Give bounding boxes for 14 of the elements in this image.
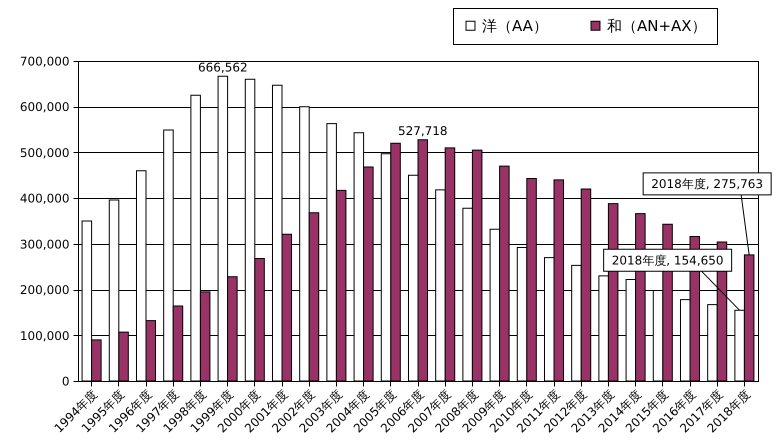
annotation: 2018年度, 154,650: [612, 253, 724, 268]
y-tick-label: 0: [62, 374, 70, 388]
y-tick-label: 600,000: [20, 100, 70, 114]
legend-label: 洋（AA）: [482, 16, 548, 35]
y-tick-label: 200,000: [20, 283, 70, 298]
y-tick-label: 300,000: [20, 237, 70, 252]
data-label: 666,562: [198, 60, 248, 74]
data-label: 527,718: [398, 124, 448, 138]
legend-label: 和（AN+AX）: [607, 16, 707, 35]
y-tick-label: 500,000: [20, 146, 70, 160]
y-tick-label: 700,000: [20, 54, 70, 68]
y-tick-label: 400,000: [20, 192, 70, 206]
y-tick-label: 100,000: [20, 328, 70, 343]
annotation: 2018年度, 275,763: [651, 176, 764, 191]
